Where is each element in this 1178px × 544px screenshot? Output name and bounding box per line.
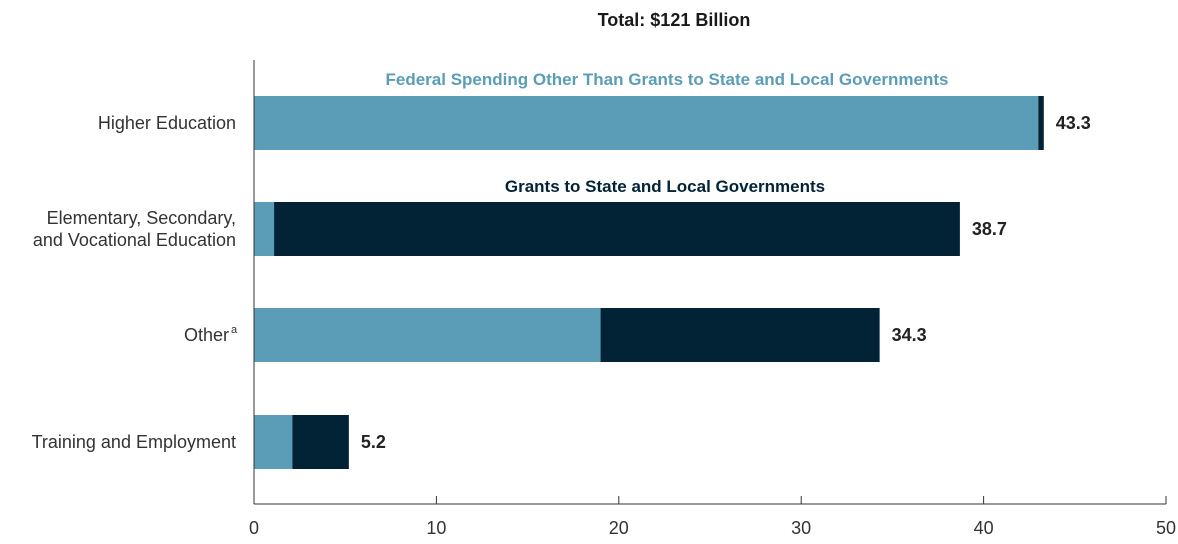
value-label-3: 5.2 [361,432,386,452]
bars-layer [254,96,1044,469]
category-labels: Higher Education Elementary, Secondary,an… [32,113,238,452]
category-label-3-line-0: Training and Employment [32,432,236,452]
bar-grants-2 [600,308,880,362]
value-label-2: 34.3 [892,325,927,345]
x-axis-ticks: 0 10 20 30 40 50 [249,496,1176,538]
category-superscript-2: a [231,324,238,336]
category-label-1-line-1: and Vocational Education [33,230,236,250]
bar-federal-other-0 [254,96,1039,150]
bar-grants-3 [292,415,349,469]
chart-title: Total: $121 Billion [598,10,751,30]
x-tick-label-0: 0 [249,518,259,538]
axes [253,60,1166,505]
category-label-0-line-0: Higher Education [98,113,236,133]
x-tick-label-4: 40 [974,518,994,538]
bar-federal-other-3 [254,415,293,469]
series-label-grants: Grants to State and Local Governments [505,177,825,196]
category-label-2-line-0: Other [184,325,229,345]
category-label-1-line-0: Elementary, Secondary, [47,208,236,228]
value-labels: 43.3 38.7 34.3 5.2 [361,113,1091,452]
x-tick-label-2: 20 [609,518,629,538]
x-tick-label-3: 30 [791,518,811,538]
series-labels: Federal Spending Other Than Grants to St… [386,70,949,196]
x-tick-label-1: 10 [426,518,446,538]
bar-federal-other-2 [254,308,601,362]
value-label-0: 43.3 [1056,113,1091,133]
series-label-federal-other: Federal Spending Other Than Grants to St… [386,70,949,89]
bar-federal-other-1 [254,202,275,256]
bar-grants-0 [1038,96,1044,150]
x-tick-label-5: 50 [1156,518,1176,538]
bar-grants-1 [274,202,960,256]
value-label-1: 38.7 [972,219,1007,239]
